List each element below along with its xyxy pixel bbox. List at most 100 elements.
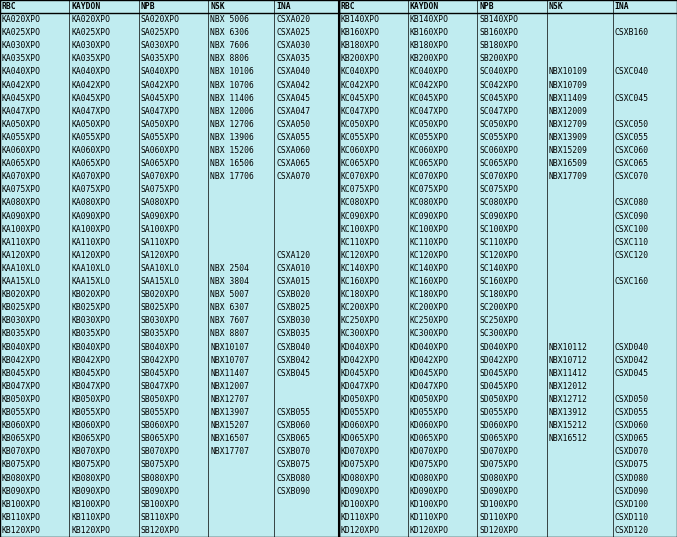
Text: NBX11409: NBX11409 bbox=[548, 93, 588, 103]
Text: SB020XPO: SB020XPO bbox=[141, 290, 180, 299]
Text: CSXC045: CSXC045 bbox=[615, 93, 649, 103]
Text: NBX16509: NBX16509 bbox=[548, 159, 588, 168]
Text: KA050XPO: KA050XPO bbox=[71, 120, 110, 129]
Text: NBX12012: NBX12012 bbox=[548, 382, 588, 391]
Text: KD120XPO: KD120XPO bbox=[410, 526, 449, 535]
Text: SB070XPO: SB070XPO bbox=[141, 447, 180, 456]
Text: SA075XPO: SA075XPO bbox=[141, 185, 180, 194]
Text: KB030XPO: KB030XPO bbox=[2, 316, 41, 325]
Text: SB042XPO: SB042XPO bbox=[141, 355, 180, 365]
Text: NBX 13906: NBX 13906 bbox=[210, 133, 254, 142]
Text: KD075XPO: KD075XPO bbox=[410, 460, 449, 469]
Text: KA020XPO: KA020XPO bbox=[2, 15, 41, 24]
Bar bbox=[338, 0, 677, 537]
Text: KC065XPO: KC065XPO bbox=[410, 159, 449, 168]
Text: NBX11412: NBX11412 bbox=[548, 369, 588, 378]
Text: CSXD050: CSXD050 bbox=[615, 395, 649, 404]
Text: KB160XPO: KB160XPO bbox=[341, 28, 380, 37]
Text: KD100XPO: KD100XPO bbox=[410, 500, 449, 509]
Text: CSXA070: CSXA070 bbox=[276, 172, 310, 182]
Text: KB100XPO: KB100XPO bbox=[2, 500, 41, 509]
Text: KC120XPO: KC120XPO bbox=[410, 251, 449, 260]
Text: CSXA050: CSXA050 bbox=[276, 120, 310, 129]
Text: KB110XPO: KB110XPO bbox=[2, 513, 41, 522]
Text: KC250XPO: KC250XPO bbox=[410, 316, 449, 325]
Text: KA080XPO: KA080XPO bbox=[71, 199, 110, 207]
Text: CSXC100: CSXC100 bbox=[615, 224, 649, 234]
Text: CSXC065: CSXC065 bbox=[615, 159, 649, 168]
Text: KA035XPO: KA035XPO bbox=[71, 54, 110, 63]
Text: KA040XPO: KA040XPO bbox=[2, 68, 41, 76]
Text: RBC: RBC bbox=[341, 2, 355, 11]
Text: NBX12009: NBX12009 bbox=[548, 107, 588, 116]
Text: CSXB090: CSXB090 bbox=[276, 487, 310, 496]
Text: KB050XPO: KB050XPO bbox=[71, 395, 110, 404]
Text: RBC: RBC bbox=[2, 2, 17, 11]
Text: INA: INA bbox=[615, 2, 630, 11]
Text: KAA15XLO: KAA15XLO bbox=[2, 277, 41, 286]
Text: KC045XPO: KC045XPO bbox=[341, 93, 380, 103]
Text: KA110XPO: KA110XPO bbox=[2, 238, 41, 246]
Text: SB025XPO: SB025XPO bbox=[141, 303, 180, 312]
Text: KA075XPO: KA075XPO bbox=[2, 185, 41, 194]
Text: NBX10712: NBX10712 bbox=[548, 355, 588, 365]
Text: KC100XPO: KC100XPO bbox=[410, 224, 449, 234]
Text: KA055XPO: KA055XPO bbox=[71, 133, 110, 142]
Text: KC160XPO: KC160XPO bbox=[341, 277, 380, 286]
Text: KD090XPO: KD090XPO bbox=[341, 487, 380, 496]
Text: KC050XPO: KC050XPO bbox=[410, 120, 449, 129]
Text: SC160XPO: SC160XPO bbox=[479, 277, 519, 286]
Text: CSXA040: CSXA040 bbox=[276, 68, 310, 76]
Text: KB090XPO: KB090XPO bbox=[2, 487, 41, 496]
Text: KB025XPO: KB025XPO bbox=[2, 303, 41, 312]
Text: SA055XPO: SA055XPO bbox=[141, 133, 180, 142]
Text: KA030XPO: KA030XPO bbox=[2, 41, 41, 50]
Text: KA042XPO: KA042XPO bbox=[2, 81, 41, 90]
Text: CSXA047: CSXA047 bbox=[276, 107, 310, 116]
Text: SB080XPO: SB080XPO bbox=[141, 474, 180, 483]
Text: NBX16512: NBX16512 bbox=[548, 434, 588, 443]
Text: KC065XPO: KC065XPO bbox=[341, 159, 380, 168]
Text: NBX15209: NBX15209 bbox=[548, 146, 588, 155]
Text: KD045XPO: KD045XPO bbox=[410, 369, 449, 378]
Text: KA047XPO: KA047XPO bbox=[71, 107, 110, 116]
Text: KB100XPO: KB100XPO bbox=[71, 500, 110, 509]
Text: KC180XPO: KC180XPO bbox=[341, 290, 380, 299]
Text: KB050XPO: KB050XPO bbox=[2, 395, 41, 404]
Text: NBX12707: NBX12707 bbox=[210, 395, 249, 404]
Text: KD075XPO: KD075XPO bbox=[341, 460, 380, 469]
Text: KA060XPO: KA060XPO bbox=[2, 146, 41, 155]
Text: KB040XPO: KB040XPO bbox=[71, 343, 110, 352]
Text: KA055XPO: KA055XPO bbox=[2, 133, 41, 142]
Text: CSXD055: CSXD055 bbox=[615, 408, 649, 417]
Text: SA110XPO: SA110XPO bbox=[141, 238, 180, 246]
Text: KA030XPO: KA030XPO bbox=[71, 41, 110, 50]
Text: KD042XPO: KD042XPO bbox=[341, 355, 380, 365]
Text: SB040XPO: SB040XPO bbox=[141, 343, 180, 352]
Text: SA070XPO: SA070XPO bbox=[141, 172, 180, 182]
Text: SD045XPO: SD045XPO bbox=[479, 382, 519, 391]
Text: NBX 7607: NBX 7607 bbox=[210, 316, 249, 325]
Text: SB140XPO: SB140XPO bbox=[479, 15, 519, 24]
Text: KD100XPO: KD100XPO bbox=[341, 500, 380, 509]
Text: KA100XPO: KA100XPO bbox=[71, 224, 110, 234]
Text: KD120XPO: KD120XPO bbox=[341, 526, 380, 535]
Text: KB140XPO: KB140XPO bbox=[341, 15, 380, 24]
Text: KB090XPO: KB090XPO bbox=[71, 487, 110, 496]
Text: NBX15207: NBX15207 bbox=[210, 421, 249, 430]
Text: CSXA045: CSXA045 bbox=[276, 93, 310, 103]
Text: KAA10XLO: KAA10XLO bbox=[71, 264, 110, 273]
Text: NPB: NPB bbox=[479, 2, 494, 11]
Text: SC200XPO: SC200XPO bbox=[479, 303, 519, 312]
Text: NBX 2504: NBX 2504 bbox=[210, 264, 249, 273]
Text: KD050XPO: KD050XPO bbox=[341, 395, 380, 404]
Text: KD110XPO: KD110XPO bbox=[341, 513, 380, 522]
Text: CSXB020: CSXB020 bbox=[276, 290, 310, 299]
Text: KB042XPO: KB042XPO bbox=[2, 355, 41, 365]
Text: SB035XPO: SB035XPO bbox=[141, 330, 180, 338]
Text: SC180XPO: SC180XPO bbox=[479, 290, 519, 299]
Text: CSXC060: CSXC060 bbox=[615, 146, 649, 155]
Text: KA042XPO: KA042XPO bbox=[71, 81, 110, 90]
Text: KD060XPO: KD060XPO bbox=[341, 421, 380, 430]
Text: INA: INA bbox=[276, 2, 291, 11]
